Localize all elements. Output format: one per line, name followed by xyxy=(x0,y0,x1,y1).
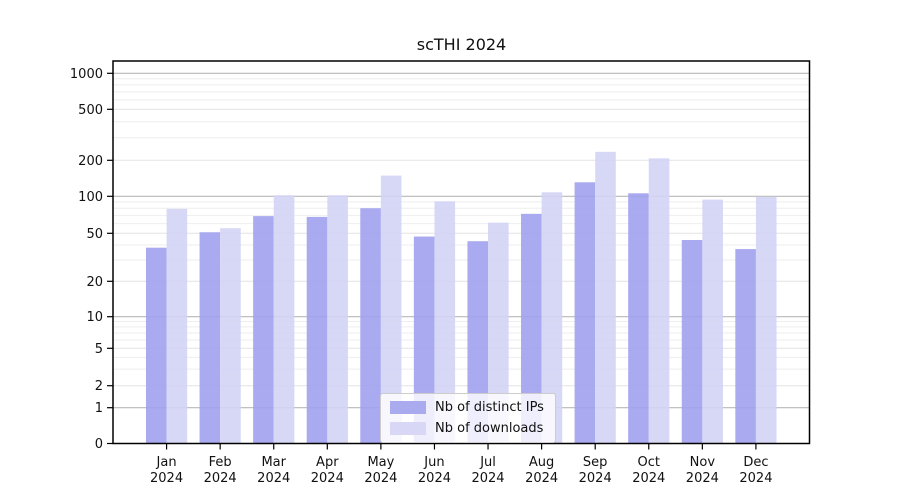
y-tick-label-20: 20 xyxy=(86,275,103,290)
bar-downloads-jun xyxy=(434,201,456,444)
bar-distinct-ips-jul xyxy=(467,241,489,444)
y-tick-labels: 0 1 2 5 10 20 50 100 200 500 1000 xyxy=(70,67,103,452)
bar-distinct-ips-apr xyxy=(306,216,328,444)
bar-distinct-ips-jan xyxy=(145,247,167,444)
bar-distinct-ips-dec xyxy=(735,249,756,444)
legend-item-distinct-ips: Nb of distinct IPs xyxy=(390,400,544,415)
bar-distinct-ips-feb xyxy=(199,232,221,444)
bar-distinct-ips-nov xyxy=(681,239,703,444)
bars xyxy=(145,151,777,444)
x-tick-label-year-jun: 2024 xyxy=(418,471,451,486)
bar-downloads-jul xyxy=(488,222,509,444)
legend: Nb of distinct IPs Nb of downloads xyxy=(380,393,556,443)
legend-item-downloads: Nb of downloads xyxy=(390,421,544,436)
x-tick-label-year-dec: 2024 xyxy=(739,471,772,486)
y-tick-label-1: 1 xyxy=(95,401,103,416)
x-tick-label-year-apr: 2024 xyxy=(311,471,344,486)
x-tick-label-month-jun: Jun xyxy=(423,455,444,470)
bar-downloads-jan xyxy=(166,208,188,444)
x-tick-label-month-oct: Oct xyxy=(638,455,660,470)
x-tick-label-month-jul: Jul xyxy=(479,455,496,470)
chart-title: scTHI 2024 xyxy=(416,35,507,54)
x-tick-labels: Jan2024Feb2024Mar2024Apr2024May2024Jun20… xyxy=(150,455,772,486)
bar-downloads-mar xyxy=(273,195,295,444)
axis-frame xyxy=(112,60,811,445)
bar-downloads-dec xyxy=(755,196,777,444)
y-tick-label-2: 2 xyxy=(95,379,103,394)
x-tick-label-year-feb: 2024 xyxy=(204,471,237,486)
bar-downloads-may xyxy=(380,175,402,444)
legend-swatch-downloads-icon xyxy=(390,422,426,435)
x-tick-label-month-dec: Dec xyxy=(743,455,768,470)
x-tick-label-year-nov: 2024 xyxy=(686,471,719,486)
x-tick-label-month-may: May xyxy=(367,455,394,470)
bar-downloads-aug xyxy=(541,192,563,444)
x-tick-label-month-jan: Jan xyxy=(156,455,177,470)
bar-distinct-ips-mar xyxy=(253,216,274,444)
axis-ticks xyxy=(107,72,757,450)
y-tick-label-10: 10 xyxy=(86,310,103,325)
bar-downloads-apr xyxy=(327,195,348,444)
bar-downloads-sep xyxy=(595,151,616,444)
x-tick-label-year-may: 2024 xyxy=(364,471,397,486)
x-tick-label-month-nov: Nov xyxy=(690,455,716,470)
x-tick-label-year-sep: 2024 xyxy=(579,471,612,486)
bar-distinct-ips-oct xyxy=(628,193,649,444)
y-tick-label-50: 50 xyxy=(86,227,103,242)
legend-label-distinct-ips: Nb of distinct IPs xyxy=(435,400,544,415)
x-tick-label-month-feb: Feb xyxy=(209,455,232,470)
bar-downloads-oct xyxy=(648,158,670,444)
y-tick-label-5: 5 xyxy=(95,342,103,357)
y-tick-label-500: 500 xyxy=(78,103,103,118)
bar-distinct-ips-jun xyxy=(413,236,435,444)
legend-swatch-distinct-ips-icon xyxy=(390,401,426,414)
x-tick-label-year-aug: 2024 xyxy=(525,471,558,486)
y-tick-label-200: 200 xyxy=(78,154,103,169)
x-tick-label-month-mar: Mar xyxy=(261,455,286,470)
y-tick-label-100: 100 xyxy=(78,190,103,205)
x-tick-label-year-jan: 2024 xyxy=(150,471,183,486)
x-tick-label-month-sep: Sep xyxy=(583,455,608,470)
bar-downloads-feb xyxy=(220,228,241,444)
x-tick-label-month-apr: Apr xyxy=(316,455,339,470)
legend-label-downloads: Nb of downloads xyxy=(435,421,544,436)
bar-downloads-nov xyxy=(702,199,723,444)
bar-distinct-ips-aug xyxy=(521,213,542,444)
x-tick-label-year-jul: 2024 xyxy=(471,471,504,486)
x-tick-label-year-oct: 2024 xyxy=(632,471,665,486)
x-tick-label-year-mar: 2024 xyxy=(257,471,290,486)
x-tick-label-month-aug: Aug xyxy=(529,455,554,470)
bar-distinct-ips-may xyxy=(360,208,381,444)
bar-distinct-ips-sep xyxy=(574,182,596,444)
y-tick-label-1000: 1000 xyxy=(70,67,103,82)
y-tick-label-0: 0 xyxy=(95,437,103,452)
